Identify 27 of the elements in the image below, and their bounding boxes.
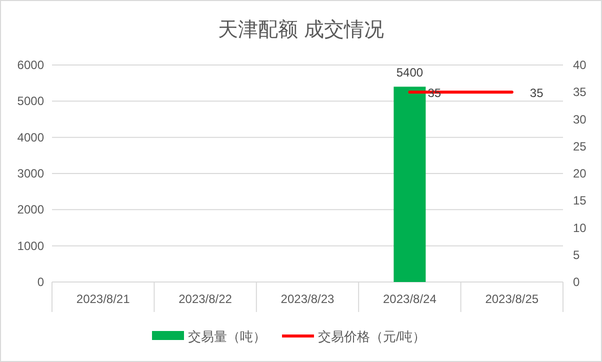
y-tick-label: 1000	[17, 238, 44, 253]
x-tick-label: 2023/8/21	[76, 292, 130, 306]
data-label: 35	[428, 86, 442, 100]
data-label: 5400	[396, 66, 424, 80]
y-tick-label: 0	[37, 275, 44, 289]
x-tick-label: 2023/8/25	[485, 292, 539, 306]
x-tick-label: 2023/8/23	[280, 292, 335, 306]
legend-label: 交易价格（元/吨）	[318, 329, 426, 344]
y2-tick-label: 40	[573, 58, 587, 72]
y2-tick-label: 5	[573, 248, 580, 262]
y2-tick-label: 30	[573, 112, 587, 126]
x-tick-label: 2023/8/24	[383, 292, 437, 306]
y-tick-label: 5000	[17, 94, 44, 108]
y-tick-label: 6000	[17, 58, 44, 72]
y-tick-label: 3000	[17, 166, 44, 180]
chart-title: 天津配额 成交情况	[218, 19, 384, 41]
x-tick-label: 2023/8/22	[178, 292, 232, 306]
legend-label: 交易量（吨）	[188, 329, 266, 344]
y2-tick-label: 20	[573, 166, 587, 180]
y2-tick-label: 10	[573, 220, 587, 235]
y2-tick-label: 0	[573, 275, 580, 289]
y2-tick-label: 15	[573, 194, 587, 208]
data-label: 35	[530, 86, 544, 100]
y2-tick-label: 25	[573, 139, 587, 154]
y2-tick-label: 35	[573, 85, 587, 100]
y-tick-label: 4000	[17, 130, 44, 144]
y-tick-label: 2000	[17, 202, 44, 217]
